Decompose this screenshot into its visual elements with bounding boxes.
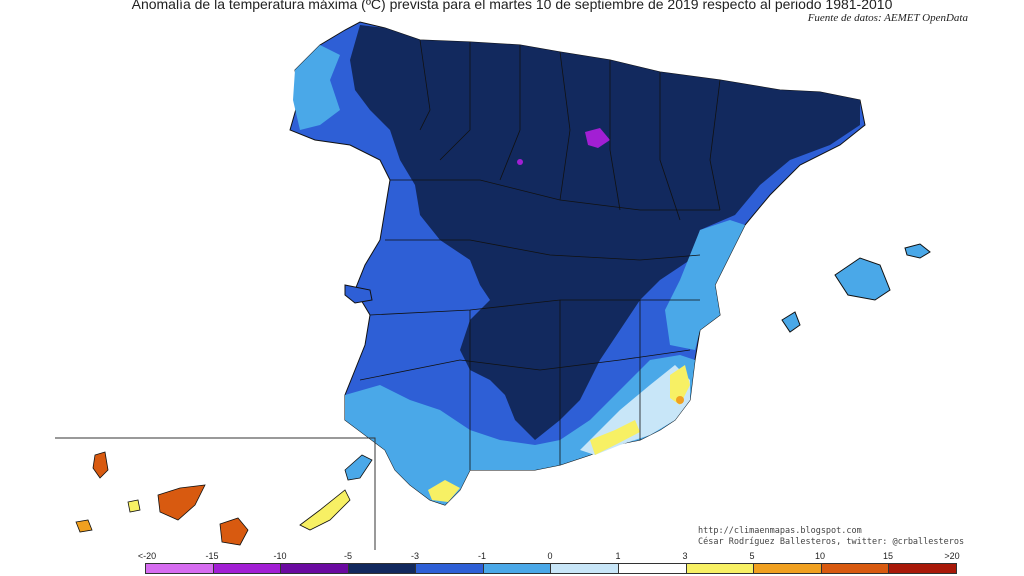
almeria-warm-zone bbox=[590, 420, 640, 455]
legend-swatch bbox=[348, 564, 417, 573]
portugal-notch bbox=[344, 284, 373, 304]
gran-canaria-island bbox=[219, 517, 249, 546]
alicante-hot-spot bbox=[676, 396, 684, 404]
la-palma-island bbox=[92, 451, 109, 479]
strong-cold-core bbox=[350, 25, 860, 440]
legend-label: 3 bbox=[682, 551, 688, 561]
legend-swatch bbox=[213, 564, 282, 573]
legend-swatch bbox=[416, 564, 484, 573]
legend-label: 15 bbox=[882, 551, 894, 561]
burgos-extreme-cold bbox=[585, 128, 610, 148]
murcia-warm-zone bbox=[670, 365, 690, 405]
mallorca-island bbox=[834, 257, 891, 301]
fuerteventura-island bbox=[299, 489, 351, 531]
southeast-slight-zone bbox=[580, 365, 690, 455]
east-mild-zone bbox=[665, 220, 745, 350]
tenerife-island bbox=[157, 484, 206, 521]
legend-swatch bbox=[686, 564, 755, 573]
la-gomera-island bbox=[127, 499, 141, 513]
legend-label: 5 bbox=[749, 551, 755, 561]
credits: http://climaenmapas.blogspot.com César R… bbox=[698, 526, 964, 548]
legend-label: -15 bbox=[205, 551, 219, 561]
legend-label: 10 bbox=[814, 551, 826, 561]
legend-swatch bbox=[551, 564, 620, 573]
legend-color-bar bbox=[145, 563, 957, 574]
anomaly-map bbox=[55, 21, 931, 550]
legend-label: -10 bbox=[273, 551, 287, 561]
province-borders bbox=[359, 39, 721, 470]
credits-author: César Rodríguez Ballesteros, twitter: @c… bbox=[698, 537, 965, 547]
legend-label: -5 bbox=[343, 551, 353, 561]
data-source: Fuente de datos: AEMET OpenData bbox=[807, 12, 968, 24]
malaga-warm-zone bbox=[428, 480, 460, 502]
legend-swatch bbox=[483, 564, 552, 573]
legend-swatch bbox=[146, 564, 214, 573]
legend-label: 0 bbox=[547, 551, 553, 561]
map-title: Anomalía de la temperatura máxima (ºC) p… bbox=[131, 0, 893, 12]
legend-swatch bbox=[754, 564, 822, 573]
galicia-mild-zone bbox=[293, 45, 340, 130]
legend-label: >20 bbox=[944, 551, 960, 561]
ibiza-island bbox=[781, 311, 801, 333]
south-mild-zone bbox=[345, 355, 695, 505]
legend-swatch bbox=[281, 564, 349, 573]
legend-label: 1 bbox=[615, 551, 621, 561]
valladolid-extreme-cold bbox=[517, 159, 523, 165]
menorca-island bbox=[904, 243, 931, 259]
legend-labels: <-20 -15 -10 -5 -3 -1 0 1 3 5 10 15 >20 bbox=[0, 551, 1024, 563]
lanzarote-island bbox=[344, 454, 373, 481]
el-hierro-island bbox=[75, 519, 93, 533]
legend-label: -3 bbox=[410, 551, 420, 561]
credits-url: http://climaenmapas.blogspot.com bbox=[698, 526, 862, 536]
legend-swatch bbox=[619, 564, 687, 573]
legend-swatch bbox=[889, 564, 956, 573]
legend-label: <-20 bbox=[137, 551, 157, 561]
canary-inset-frame bbox=[55, 437, 376, 550]
legend-swatch bbox=[821, 564, 890, 573]
legend-label: -1 bbox=[477, 551, 487, 561]
